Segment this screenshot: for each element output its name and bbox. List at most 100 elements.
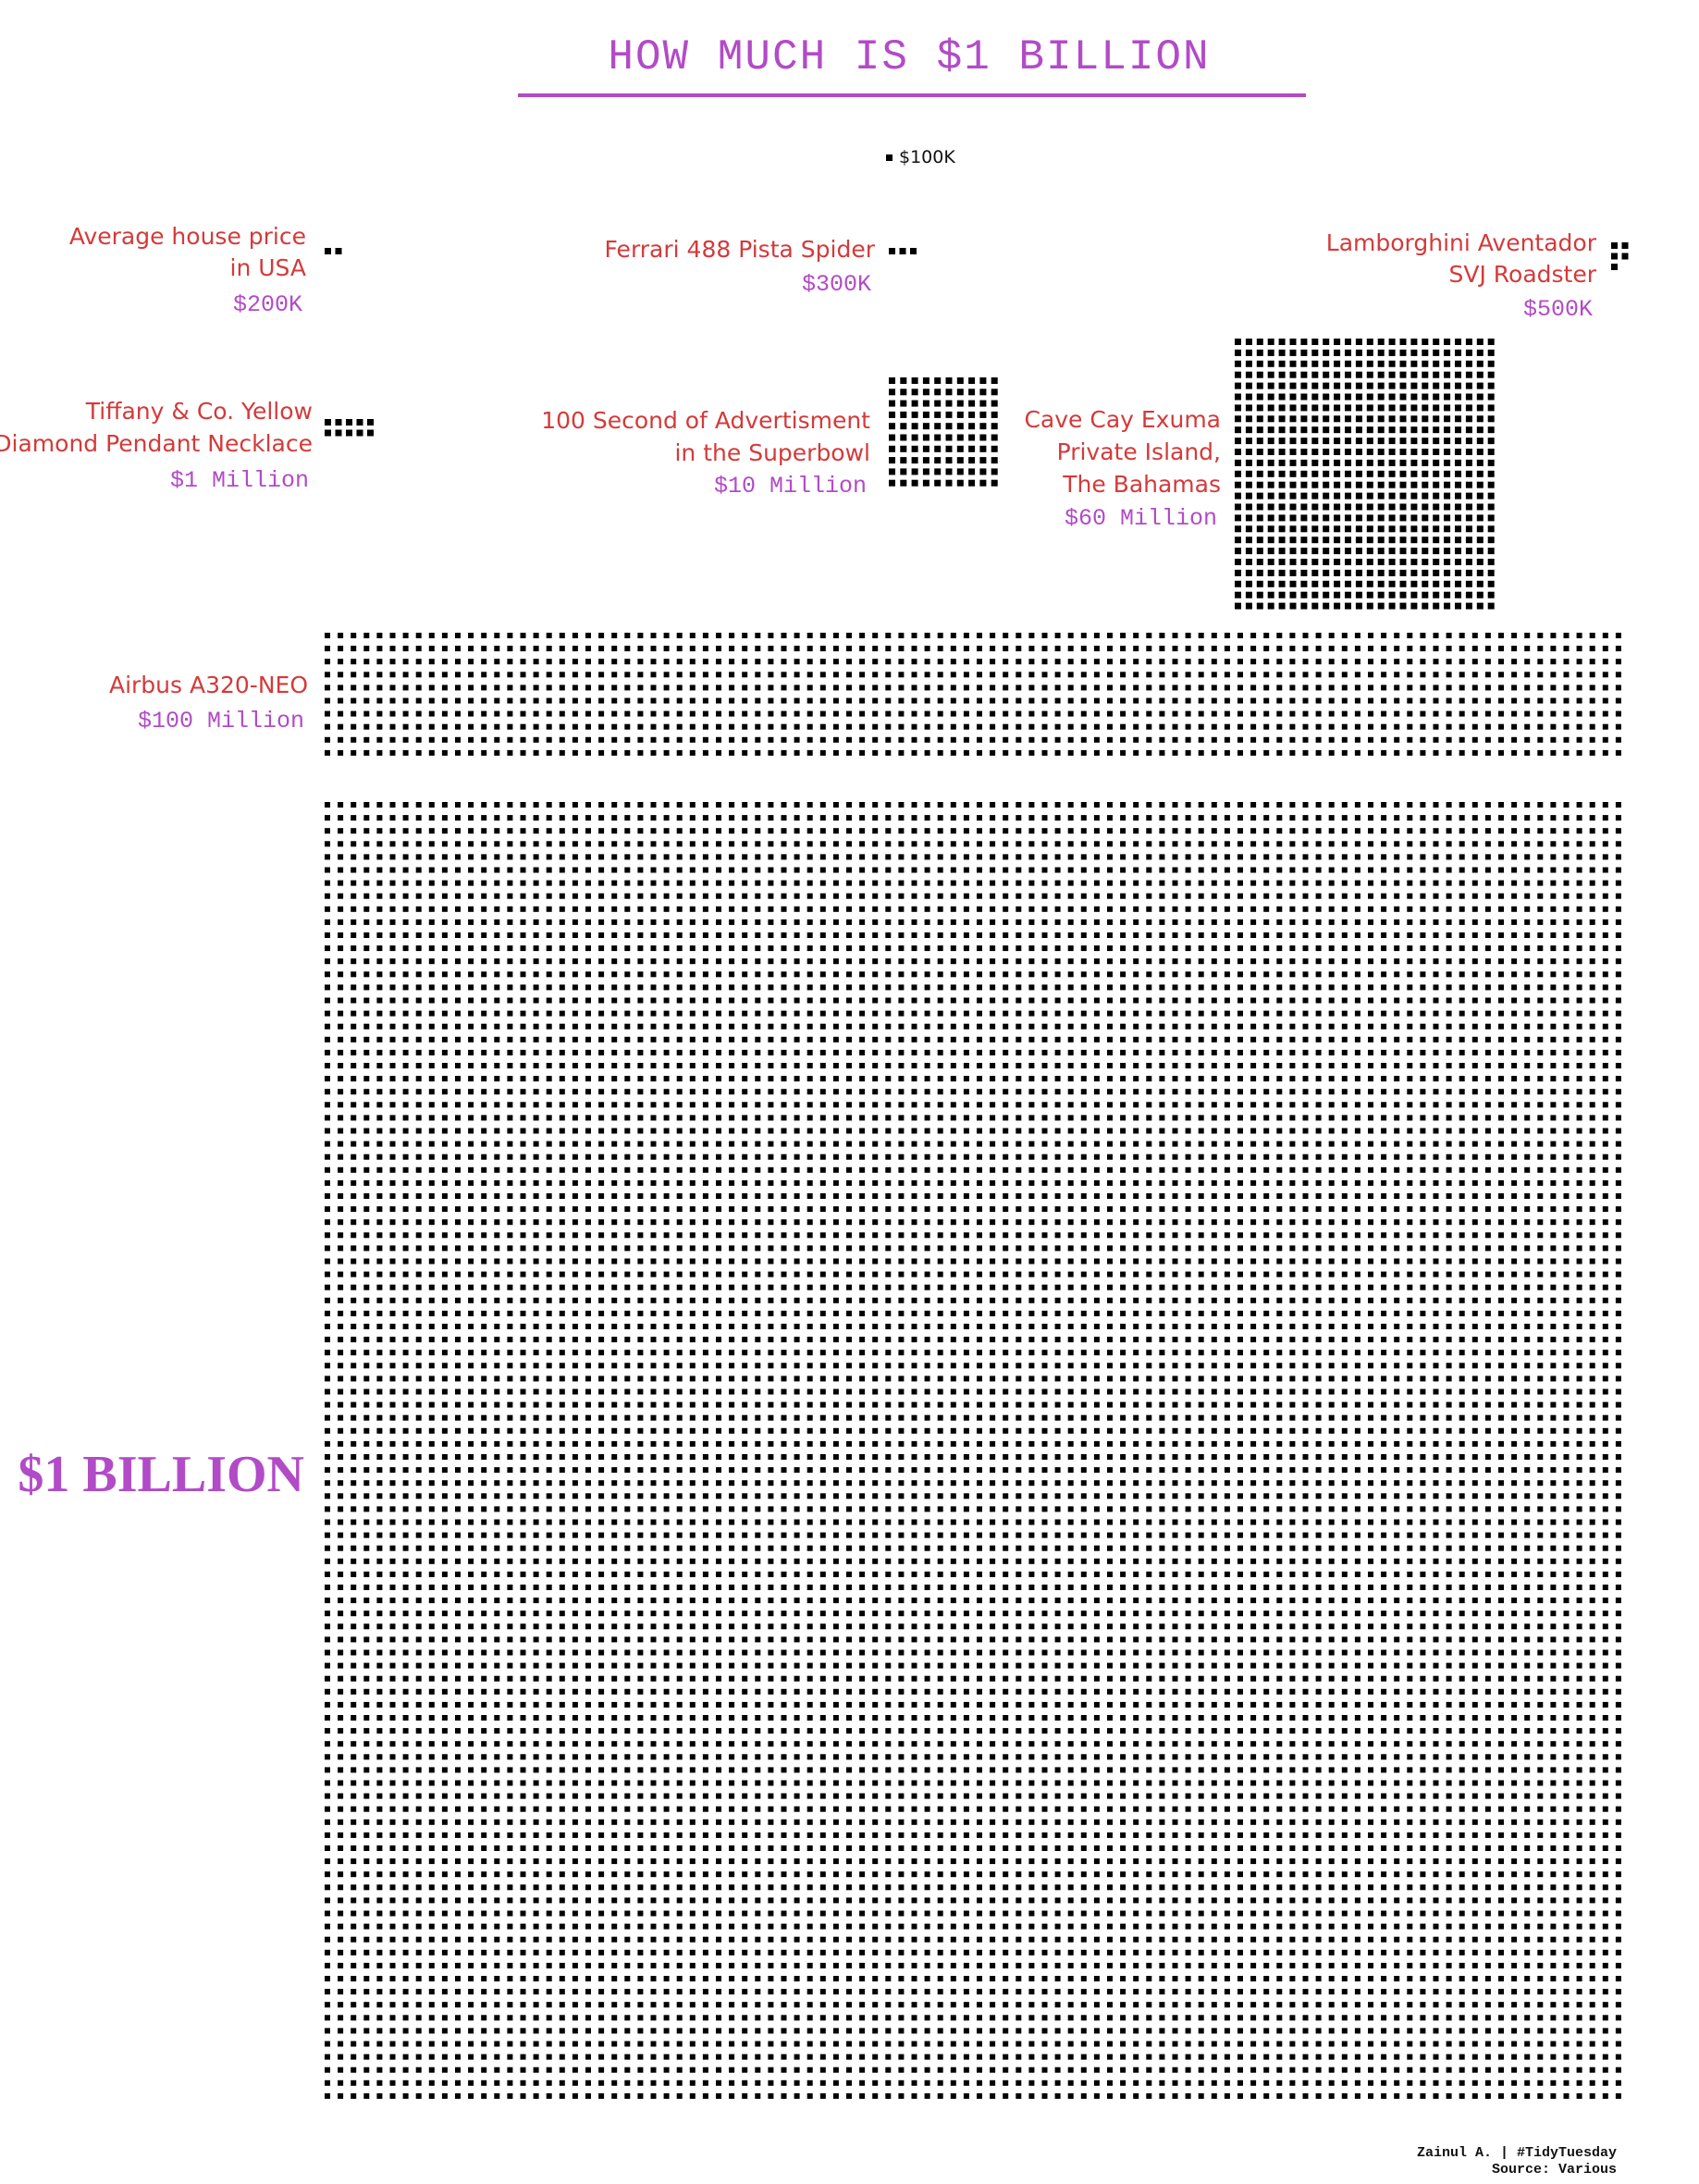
waffle-square [1159, 854, 1165, 860]
waffle-square [979, 377, 987, 384]
waffle-square [1420, 736, 1426, 743]
waffle-square [1185, 633, 1191, 638]
waffle-square [1198, 1206, 1204, 1213]
waffle-square [872, 685, 879, 691]
waffle-square [1484, 1179, 1491, 1186]
waffle-square [494, 828, 500, 834]
waffle-square [819, 672, 826, 678]
waffle-square [1446, 841, 1452, 847]
waffle-square [806, 1063, 813, 1068]
waffle-square [1315, 1206, 1322, 1213]
waffle-square [402, 749, 409, 756]
waffle-square [428, 659, 435, 665]
waffle-square [1422, 492, 1429, 500]
waffle-square [702, 1102, 708, 1108]
waffle-square [1054, 1036, 1061, 1043]
waffle-square [1289, 997, 1296, 1004]
waffle-square [455, 1179, 461, 1186]
waffle-square [598, 1023, 605, 1030]
waffle-square [611, 1089, 618, 1095]
waffle-square [572, 1179, 578, 1186]
waffle-square [846, 672, 852, 678]
waffle-square [1420, 815, 1426, 821]
waffle-square [819, 945, 826, 952]
waffle-square [963, 932, 969, 938]
waffle-square [846, 1089, 852, 1095]
waffle-square [1377, 470, 1385, 477]
waffle-square [1537, 1076, 1544, 1082]
waffle-square [335, 419, 342, 426]
waffle-square [1511, 815, 1518, 821]
waffle-square [598, 958, 605, 965]
waffle-square [1093, 867, 1100, 873]
waffle-square [455, 1193, 461, 1199]
waffle-square [1377, 548, 1385, 555]
waffle-square [676, 919, 683, 925]
waffle-square [1433, 1089, 1439, 1095]
waffle-square [351, 1036, 357, 1043]
waffle-square [1550, 880, 1557, 886]
waffle-square [1263, 945, 1270, 952]
waffle-square [819, 841, 826, 847]
waffle-square [1550, 685, 1557, 691]
waffle-square [428, 1036, 435, 1043]
waffle-square [1341, 1089, 1348, 1095]
waffle-square [1399, 382, 1407, 389]
waffle-square [1422, 349, 1429, 356]
waffle-square [637, 1036, 644, 1043]
waffle-square [1487, 514, 1495, 522]
waffle-square [1511, 659, 1518, 665]
waffle-square [872, 815, 879, 821]
waffle-square [624, 633, 631, 638]
waffle-square [1444, 559, 1451, 565]
waffle-square [846, 1154, 852, 1160]
waffle-square [898, 841, 905, 847]
waffle-square [1524, 945, 1531, 952]
waffle-square [990, 984, 996, 991]
waffle-square [1524, 802, 1531, 808]
waffle-square [559, 880, 565, 886]
waffle-square [1054, 749, 1061, 756]
waffle-square [441, 854, 448, 860]
waffle-square [1133, 893, 1139, 899]
waffle-square [794, 815, 800, 821]
waffle-square [1611, 253, 1618, 260]
waffle-square [1537, 1036, 1544, 1043]
waffle-square [1054, 880, 1061, 886]
waffle-square [1224, 659, 1230, 665]
unit-square [886, 154, 893, 161]
waffle-square [911, 1023, 917, 1030]
waffle-square [468, 633, 474, 638]
waffle-square [1394, 841, 1400, 847]
waffle-square [729, 1128, 735, 1134]
waffle-square [1471, 802, 1478, 808]
waffle-square [1311, 537, 1319, 544]
waffle-square [742, 1036, 748, 1043]
waffle-square [1328, 984, 1335, 991]
waffle-square [507, 802, 513, 808]
waffle-square [376, 802, 383, 808]
waffle-square [1511, 1179, 1518, 1186]
waffle-square [624, 919, 631, 925]
waffle-square [1524, 854, 1531, 860]
waffle-square [455, 828, 461, 834]
waffle-square [494, 1166, 500, 1173]
waffle-square [990, 997, 996, 1004]
waffle-square [1433, 537, 1440, 544]
waffle-square [990, 854, 996, 860]
waffle-square [376, 1010, 383, 1017]
waffle-square [351, 697, 357, 704]
waffle-square [1465, 503, 1472, 511]
waffle-square [963, 815, 969, 821]
waffle-square [546, 710, 552, 717]
waffle-square [338, 1179, 344, 1186]
waffle-square [1455, 514, 1461, 522]
waffle-square [977, 1141, 982, 1147]
waffle-square [1576, 736, 1582, 743]
waffle-square [1537, 1089, 1544, 1095]
waffle-square [716, 1179, 721, 1186]
waffle-square [1146, 1063, 1152, 1068]
waffle-square [1107, 1089, 1113, 1095]
waffle-square [1198, 997, 1204, 1004]
waffle-square [689, 906, 696, 912]
